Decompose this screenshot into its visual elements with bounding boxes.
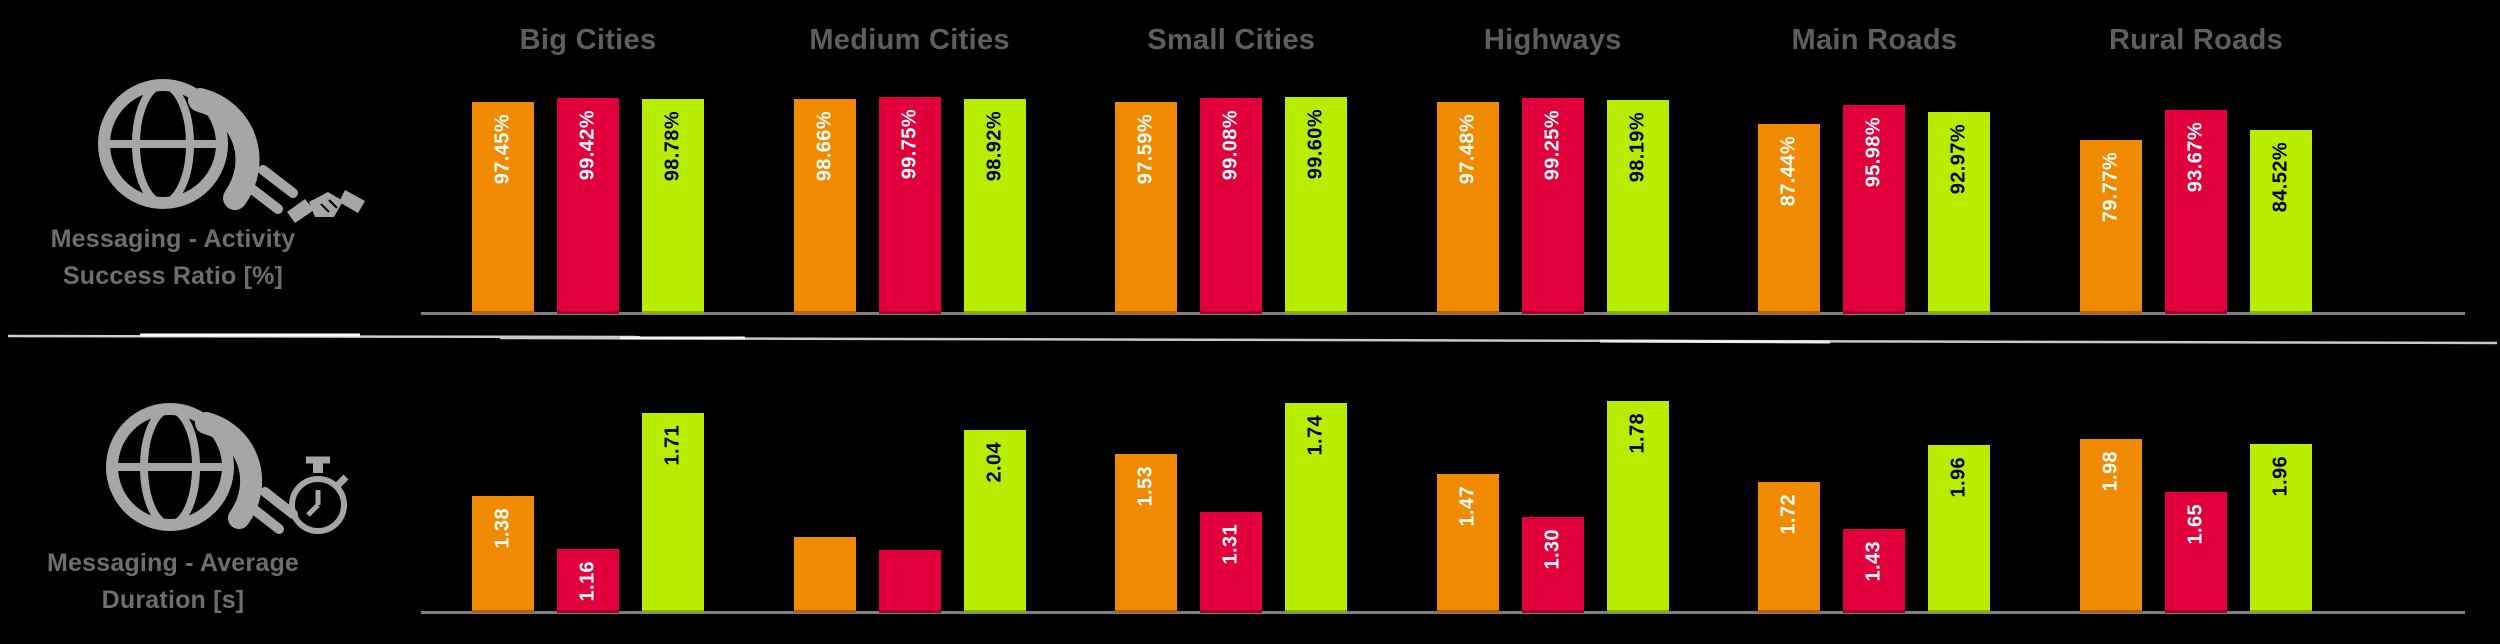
bar-main-roads-green: 1.96 [1928,445,1990,613]
bar-rural-roads-orange: 1.98 [2080,439,2142,613]
bar-value-label: 98.92% [983,111,1006,182]
bar-value-label: 95.98% [1862,117,1885,188]
bar-value-label: 1.65 [2184,504,2207,545]
globe-phone-stopwatch-icon [106,403,349,534]
bar-value-label: 1.30 [1541,529,1564,570]
bar-highways-green: 1.78 [1607,401,1669,613]
bar-main-roads-red: 95.98% [1843,105,1905,314]
group-title-medium-cities: Medium Cities [809,24,1010,56]
bar-value-label: 1.47 [1456,486,1479,527]
bar-main-roads-red: 1.43 [1843,529,1905,613]
globe-icon [98,79,228,209]
bar-small-cities-green: 1.74 [1285,403,1347,613]
bar-big-cities-green: 98.78% [642,99,704,314]
group-title-big-cities: Big Cities [519,24,657,56]
bar-value-label: 99.75% [898,109,921,180]
bar-value-label: 87.44% [1777,136,1800,207]
bar-highways-orange: 97.48% [1437,102,1499,314]
globe-phone-handshake-icon [98,79,365,223]
bar-small-cities-red: 1.31 [1200,512,1262,613]
bar-value-label: 1.53 [1134,466,1157,507]
bar-highways-red: 1.30 [1522,517,1584,613]
bar-highways-orange: 1.47 [1437,474,1499,613]
bar-big-cities-orange: 97.45% [472,102,534,314]
bar-value-label: 1.43 [1862,541,1885,582]
metric-label-line2: Success Ratio [%] [62,262,284,290]
bar-big-cities-red: 1.16 [557,549,619,613]
bar-value-label: 97.45% [491,114,514,185]
phone-handset-icon [195,412,263,529]
bar-small-cities-red: 99.08% [1200,98,1262,314]
bar-rural-roads-red: 1.65 [2165,492,2227,613]
bar-medium-cities-orange [794,537,856,613]
bar-value-label: 1.96 [2269,456,2292,497]
bar-highways-red: 99.25% [1522,98,1584,314]
group-title-small-cities: Small Cities [1147,24,1316,56]
bar-value-label: 1.78 [1626,413,1649,454]
bar-main-roads-orange: 87.44% [1758,124,1820,314]
bar-value-label: 1.96 [1947,457,1970,498]
bar-value-label: 97.48% [1456,114,1479,185]
bar-value-label: 79.77% [2099,152,2122,223]
bar-value-label: 1.71 [661,425,684,466]
bar-small-cities-orange: 1.53 [1115,454,1177,613]
bar-medium-cities-red: 99.75% [879,97,941,314]
bar-highways-green: 98.19% [1607,100,1669,314]
bar-value-label: 1.72 [1777,494,1800,535]
bar-rural-roads-red: 93.67% [2165,110,2227,314]
bar-big-cities-red: 99.42% [557,98,619,314]
metric-label-line1: Messaging - Average [46,549,300,577]
bar-medium-cities-green: 2.04 [964,430,1026,613]
metric-label-line1: Messaging - Activity [50,225,296,253]
bar-value-label: 99.42% [576,110,599,181]
bar-value-label: 98.19% [1626,112,1649,183]
bar-medium-cities-orange: 98.66% [794,99,856,314]
bar-value-label: 1.31 [1219,524,1242,565]
bar-value-label: 99.25% [1541,110,1564,181]
group-title-rural-roads: Rural Roads [2108,24,2284,56]
group-title-highways: Highways [1483,24,1622,56]
bar-medium-cities-red [879,550,941,613]
metric-label-line2: Duration [s] [101,586,245,614]
bar-value-label: 1.16 [576,561,599,602]
bar-value-label: 1.38 [491,508,514,549]
bar-value-label: 2.04 [983,442,1006,483]
bar-rural-roads-green: 1.96 [2250,444,2312,613]
bar-value-label: 93.67% [2184,122,2207,193]
stopwatch-icon [289,456,349,534]
bar-value-label: 84.52% [2269,142,2292,213]
bar-main-roads-orange: 1.72 [1758,482,1820,613]
phone-handset-icon [188,88,260,210]
group-title-main-roads: Main Roads [1791,24,1958,56]
bar-value-label: 1.98 [2099,451,2122,492]
bar-value-label: 98.78% [661,111,684,182]
bar-big-cities-green: 1.71 [642,413,704,613]
metric-label-average-duration: Messaging - Average Duration [s] [8,545,338,619]
handshake-icon [287,190,365,223]
bar-value-label: 1.74 [1304,415,1327,456]
globe-icon [106,403,234,531]
bar-value-label: 92.97% [1947,124,1970,195]
bar-rural-roads-green: 84.52% [2250,130,2312,314]
bar-value-label: 97.59% [1134,114,1157,185]
metric-label-success-ratio: Messaging - Activity Success Ratio [%] [8,221,338,295]
bar-medium-cities-green: 98.92% [964,99,1026,314]
bar-value-label: 99.08% [1219,110,1242,181]
bar-small-cities-orange: 97.59% [1115,102,1177,314]
bar-big-cities-orange: 1.38 [472,496,534,613]
bar-value-label: 98.66% [813,111,836,182]
bar-value-label: 99.60% [1304,109,1327,180]
bar-main-roads-green: 92.97% [1928,112,1990,314]
bar-small-cities-green: 99.60% [1285,97,1347,314]
bar-rural-roads-orange: 79.77% [2080,140,2142,314]
